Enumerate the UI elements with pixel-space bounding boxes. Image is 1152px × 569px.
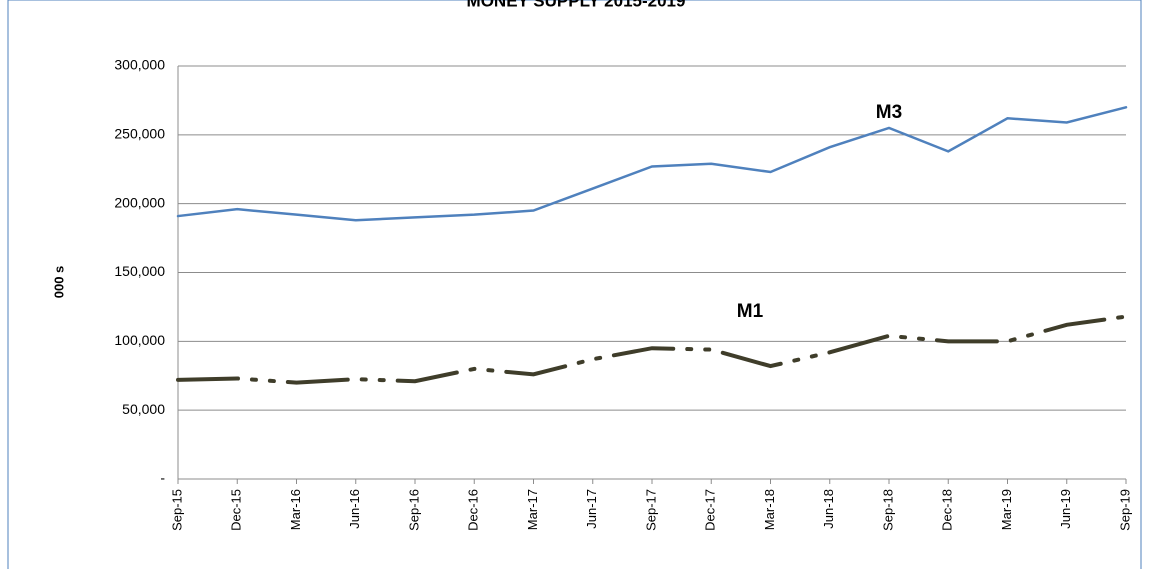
x-tick-label: Dec-15 [229,489,244,531]
x-tick-label: Jun-19 [1058,489,1073,529]
y-tick-label: 300,000 [114,57,165,73]
chart-border [7,0,1142,569]
x-tick-label: Jun-18 [821,489,836,529]
y-tick-label: 200,000 [114,194,165,210]
line-series [176,106,1128,222]
x-tick-label: Sep-15 [169,489,184,531]
x-tick-label: Mar-17 [525,489,540,530]
x-tick-label: Mar-18 [762,489,777,530]
line-series [176,314,1128,385]
y-tick-label: - [160,470,165,486]
y-axis-label: 000 s [51,266,66,299]
x-tick-label: Mar-16 [288,489,303,530]
x-tick-label: Dec-18 [940,489,955,531]
series-annotation: M1 [737,301,764,322]
y-tick-label: 150,000 [114,263,165,279]
x-tick-label: Jun-16 [347,489,362,529]
x-tick-label: Mar-19 [999,489,1014,530]
x-tick-label: Sep-17 [643,489,658,531]
x-tick-label: Sep-16 [406,489,421,531]
chart-title: MONEY SUPPLY 2015-2019 [467,0,686,10]
series-annotation: M3 [876,102,902,123]
x-tick-label: Dec-17 [703,489,718,531]
y-tick-label: 50,000 [122,401,165,417]
y-tick-label: 250,000 [114,126,165,142]
x-tick-label: Dec-16 [466,489,481,531]
x-tick-label: Jun-17 [584,489,599,529]
x-tick-label: Sep-18 [880,489,895,531]
x-tick-label: Sep-19 [1117,489,1132,531]
y-tick-label: 100,000 [114,332,165,348]
